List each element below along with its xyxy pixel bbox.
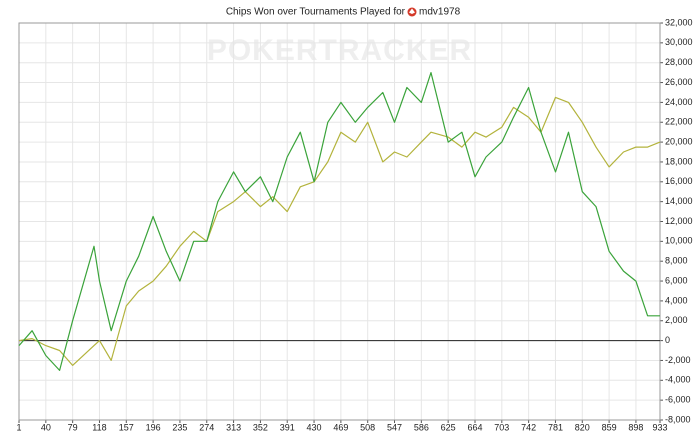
x-tick-label: 352 — [253, 422, 268, 432]
plot-border — [18, 22, 661, 421]
x-tick-label: 933 — [652, 422, 667, 432]
x-tick-label: 1 — [16, 422, 21, 432]
x-tick-label: 508 — [360, 422, 375, 432]
y-tick-label: 16,000 — [665, 176, 693, 186]
y-tick-label: -4,000 — [665, 375, 691, 385]
chart-title: Chips Won over Tournaments Played for — [226, 7, 406, 18]
x-tick-label: 313 — [226, 422, 241, 432]
x-tick-label: 898 — [628, 422, 643, 432]
y-tick-label: 22,000 — [665, 117, 693, 127]
x-tick-label: 820 — [575, 422, 590, 432]
y-tick-label: 12,000 — [665, 216, 693, 226]
x-tick-label: 157 — [119, 422, 134, 432]
x-tick-label: 196 — [146, 422, 161, 432]
x-tick-label: 430 — [307, 422, 322, 432]
y-tick-label: 30,000 — [665, 37, 693, 47]
x-tick-label: 40 — [41, 422, 51, 432]
x-tick-label: 469 — [333, 422, 348, 432]
x-tick-label: 742 — [521, 422, 536, 432]
y-tick-label: 32,000 — [665, 17, 693, 27]
x-tick-label: 235 — [172, 422, 187, 432]
y-tick-label: 8,000 — [665, 256, 688, 266]
x-tick-label: 79 — [68, 422, 78, 432]
y-tick-label: 18,000 — [665, 156, 693, 166]
y-tick-label: 24,000 — [665, 97, 693, 107]
watermark: POKERTRACKER — [207, 34, 472, 67]
player-name: mdv1978 — [419, 7, 461, 18]
x-tick-label: 781 — [548, 422, 563, 432]
y-tick-label: 14,000 — [665, 196, 693, 206]
y-tick-label: -6,000 — [665, 395, 691, 405]
y-tick-label: 6,000 — [665, 275, 688, 285]
y-tick-label: 4,000 — [665, 295, 688, 305]
y-tick-label: -2,000 — [665, 355, 691, 365]
x-tick-label: 664 — [467, 422, 482, 432]
x-tick-label: 547 — [387, 422, 402, 432]
y-tick-label: 28,000 — [665, 57, 693, 67]
y-tick-label: 2,000 — [665, 315, 688, 325]
series-line — [18, 72, 660, 371]
y-tick-label: 10,000 — [665, 236, 693, 246]
x-tick-label: 391 — [280, 422, 295, 432]
y-tick-label: 26,000 — [665, 77, 693, 87]
y-tick-label: 0 — [665, 335, 670, 345]
x-tick-label: 703 — [494, 422, 509, 432]
x-tick-label: 586 — [414, 422, 429, 432]
x-tick-label: 625 — [441, 422, 456, 432]
player-icon — [407, 7, 417, 17]
x-tick-label: 274 — [199, 422, 214, 432]
series-line — [18, 96, 661, 366]
x-tick-label: 118 — [92, 422, 106, 432]
y-tick-label: 20,000 — [665, 136, 693, 146]
x-tick-label: 859 — [602, 422, 617, 432]
y-tick-label: -8,000 — [665, 414, 691, 424]
